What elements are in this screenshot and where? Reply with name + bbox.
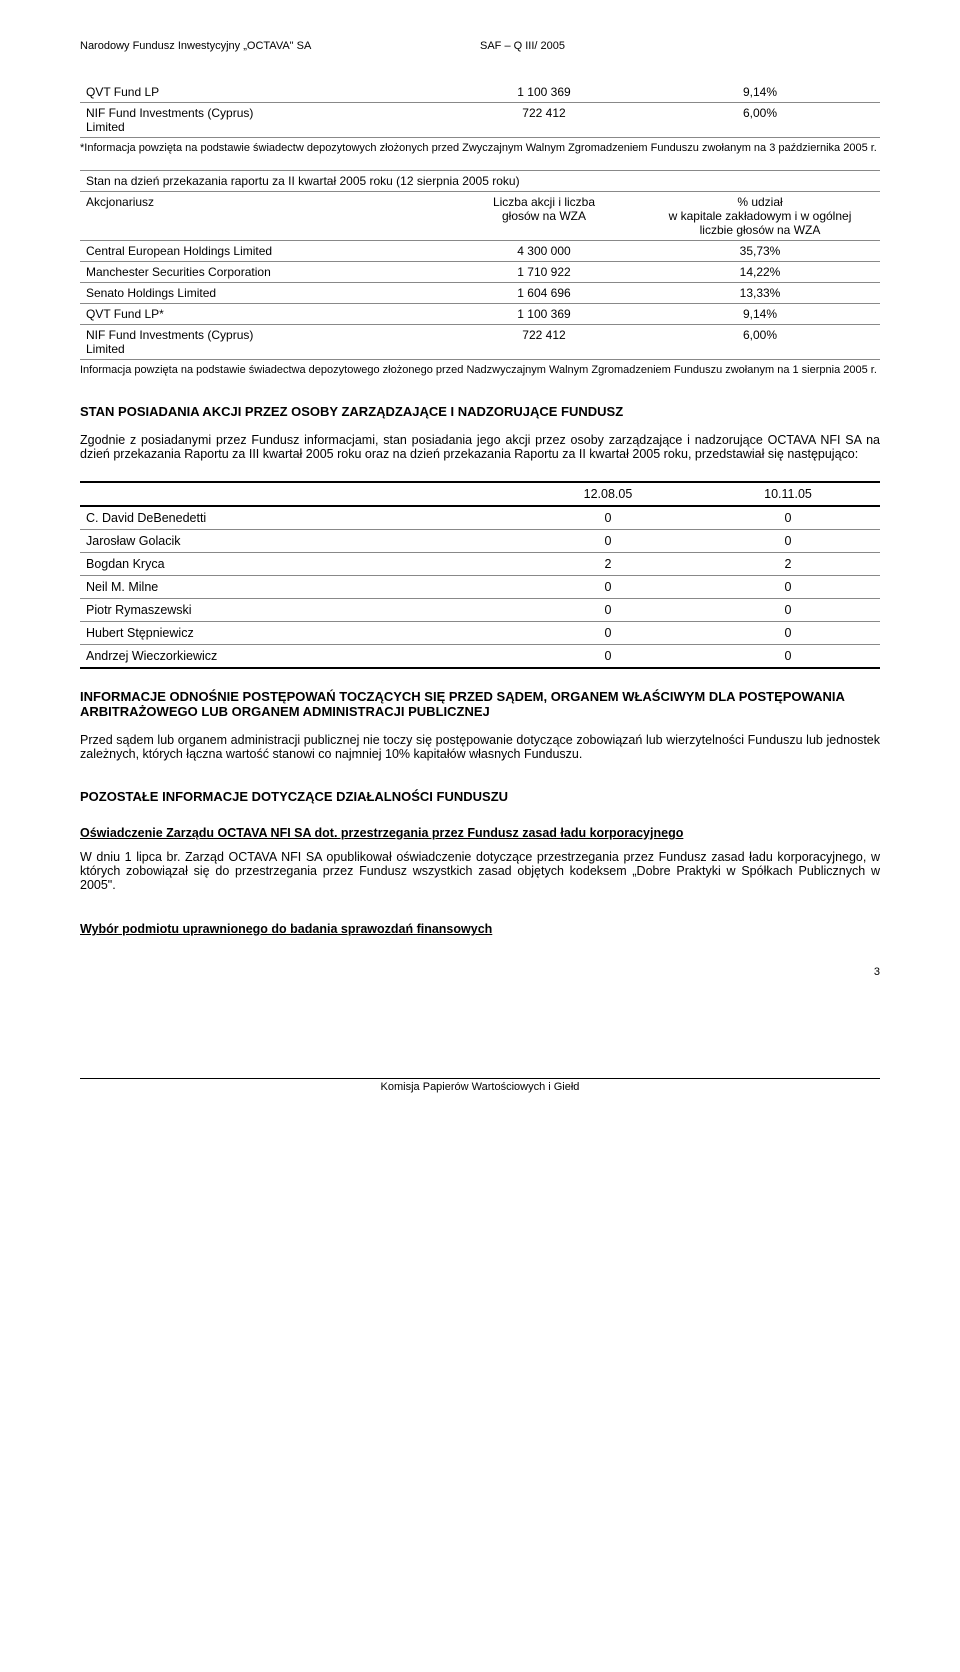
table-title: Stan na dzień przekazania raportu za II …: [80, 171, 880, 192]
value-a: 0: [520, 645, 696, 669]
pct-value: 35,73%: [640, 241, 880, 262]
table-row: Senato Holdings Limited 1 604 696 13,33%: [80, 283, 880, 304]
pct-value: 14,22%: [640, 262, 880, 283]
shares-value: 722 412: [448, 325, 640, 360]
value-a: 0: [520, 576, 696, 599]
table-row: Piotr Rymaszewski 0 0: [80, 599, 880, 622]
table-footnote: Informacja powzięta na podstawie świadec…: [80, 364, 880, 376]
value-b: 0: [696, 645, 880, 669]
shareholders-table-q2: Stan na dzień przekazania raportu za II …: [80, 171, 880, 360]
pct-value: 6,00%: [640, 325, 880, 360]
col-header-shares: Liczba akcji i liczba głosów na WZA: [448, 192, 640, 241]
person-name: Piotr Rymaszewski: [80, 599, 520, 622]
table-row: Jarosław Golacik 0 0: [80, 530, 880, 553]
table-header-row: Akcjonariusz Liczba akcji i liczba głosó…: [80, 192, 880, 241]
value-b: 2: [696, 553, 880, 576]
table-row: C. David DeBenedetti 0 0: [80, 506, 880, 530]
shares-value: 1 710 922: [448, 262, 640, 283]
pct-value: 9,14%: [640, 304, 880, 325]
person-name: Bogdan Kryca: [80, 553, 520, 576]
shares-value: 1 100 369: [448, 82, 640, 103]
header-right: SAF – Q III/ 2005: [480, 40, 880, 52]
shareholder-name: QVT Fund LP: [80, 82, 448, 103]
pct-value: 13,33%: [640, 283, 880, 304]
person-name: C. David DeBenedetti: [80, 506, 520, 530]
shareholder-name: QVT Fund LP*: [80, 304, 448, 325]
section-para: Przed sądem lub organem administracji pu…: [80, 733, 880, 761]
document-page: Narodowy Fundusz Inwestycyjny „OCTAVA" S…: [0, 0, 960, 1133]
col-header-date1: 12.08.05: [520, 482, 696, 506]
value-a: 0: [520, 599, 696, 622]
table-row: Neil M. Milne 0 0: [80, 576, 880, 599]
col-header-date2: 10.11.05: [696, 482, 880, 506]
shareholder-name: Senato Holdings Limited: [80, 283, 448, 304]
col-header-name: Akcjonariusz: [80, 192, 448, 241]
table-row: Hubert Stępniewicz 0 0: [80, 622, 880, 645]
page-number: 3: [80, 966, 880, 978]
table-title-row: Stan na dzień przekazania raportu za II …: [80, 171, 880, 192]
value-a: 0: [520, 506, 696, 530]
person-name: Andrzej Wieczorkiewicz: [80, 645, 520, 669]
persons-table: 12.08.05 10.11.05 C. David DeBenedetti 0…: [80, 481, 880, 669]
person-name: Jarosław Golacik: [80, 530, 520, 553]
shareholder-name: Manchester Securities Corporation: [80, 262, 448, 283]
table-row: NIF Fund Investments (Cyprus) Limited 72…: [80, 325, 880, 360]
value-a: 2: [520, 553, 696, 576]
shareholder-name: Central European Holdings Limited: [80, 241, 448, 262]
shares-value: 4 300 000: [448, 241, 640, 262]
section-para: Zgodnie z posiadanymi przez Fundusz info…: [80, 433, 880, 461]
shareholder-name: NIF Fund Investments (Cyprus) Limited: [80, 325, 448, 360]
value-a: 0: [520, 530, 696, 553]
shareholder-name: NIF Fund Investments (Cyprus) Limited: [80, 103, 448, 138]
person-name: Neil M. Milne: [80, 576, 520, 599]
pct-value: 9,14%: [640, 82, 880, 103]
value-b: 0: [696, 599, 880, 622]
table-row: Andrzej Wieczorkiewicz 0 0: [80, 645, 880, 669]
shares-value: 722 412: [448, 103, 640, 138]
shares-value: 1 100 369: [448, 304, 640, 325]
section-title-other: POZOSTAŁE INFORMACJE DOTYCZĄCE DZIAŁALNO…: [80, 789, 880, 804]
section-title-proceedings: INFORMACJE ODNOŚNIE POSTĘPOWAŃ TOCZĄCYCH…: [80, 689, 880, 719]
subsection-para: W dniu 1 lipca br. Zarząd OCTAVA NFI SA …: [80, 850, 880, 892]
page-footer: Komisja Papierów Wartościowych i Giełd: [80, 1078, 880, 1093]
table-row: NIF Fund Investments (Cyprus) Limited 72…: [80, 103, 880, 138]
value-b: 0: [696, 622, 880, 645]
value-b: 0: [696, 576, 880, 599]
section-title-holdings: STAN POSIADANIA AKCJI PRZEZ OSOBY ZARZĄD…: [80, 404, 880, 419]
value-b: 0: [696, 530, 880, 553]
page-header: Narodowy Fundusz Inwestycyjny „OCTAVA" S…: [80, 40, 880, 52]
table-row: QVT Fund LP 1 100 369 9,14%: [80, 82, 880, 103]
table-row: QVT Fund LP* 1 100 369 9,14%: [80, 304, 880, 325]
value-a: 0: [520, 622, 696, 645]
table-row: Bogdan Kryca 2 2: [80, 553, 880, 576]
person-name: Hubert Stępniewicz: [80, 622, 520, 645]
col-header-pct: % udział w kapitale zakładowym i w ogóln…: [640, 192, 880, 241]
table-row: Manchester Securities Corporation 1 710 …: [80, 262, 880, 283]
table-footnote: *Informacja powzięta na podstawie świade…: [80, 142, 880, 154]
pct-value: 6,00%: [640, 103, 880, 138]
shareholders-table-partial: QVT Fund LP 1 100 369 9,14% NIF Fund Inv…: [80, 82, 880, 138]
table-header-row: 12.08.05 10.11.05: [80, 482, 880, 506]
header-left: Narodowy Fundusz Inwestycyjny „OCTAVA" S…: [80, 40, 480, 52]
table-row: Central European Holdings Limited 4 300 …: [80, 241, 880, 262]
subsection-title-auditor: Wybór podmiotu uprawnionego do badania s…: [80, 922, 880, 936]
subsection-title-governance: Oświadczenie Zarządu OCTAVA NFI SA dot. …: [80, 826, 880, 840]
value-b: 0: [696, 506, 880, 530]
shares-value: 1 604 696: [448, 283, 640, 304]
